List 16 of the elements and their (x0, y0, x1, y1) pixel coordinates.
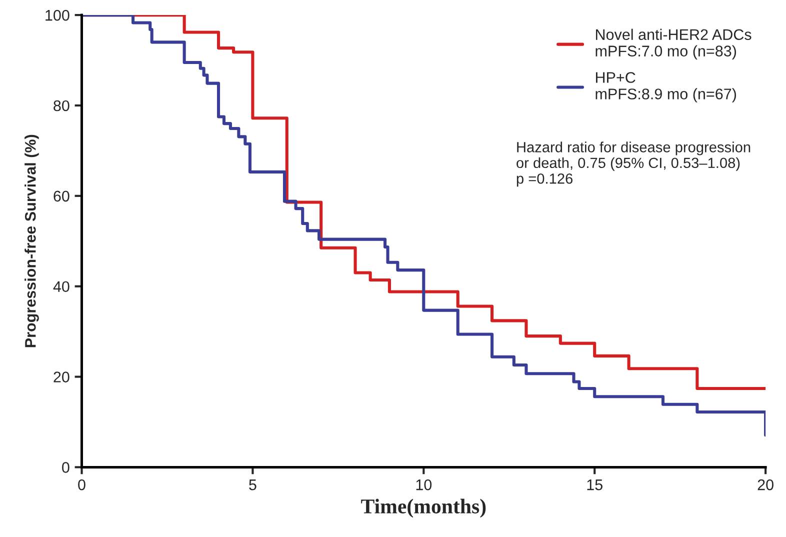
x-tick-label: 10 (416, 479, 432, 490)
y-tick-label: 20 (54, 372, 70, 382)
x-axis-title: Time(months) (361, 498, 486, 518)
y-tick-label: 100 (46, 10, 70, 21)
x-tick-label: 20 (758, 479, 774, 490)
y-tick-label: 0 (62, 462, 70, 473)
annotation: Hazard ratio for disease progression or death, 0.75 (95% CI, 0.53–1.08) p =0.126 (516, 142, 750, 187)
x-tick-label: 5 (249, 480, 256, 490)
y-tick-label: 80 (54, 100, 70, 112)
y-axis-title: Progression-free Survival (%) (24, 134, 39, 348)
x-tick-label: 15 (587, 480, 602, 490)
y-tick-label: 60 (54, 190, 70, 202)
y-tick-label: 40 (53, 281, 70, 292)
legend-label: Novel anti-HER2 ADCs mPFS:7.0 mo (n=83) (596, 28, 752, 60)
x-tick-label: 0 (78, 479, 86, 490)
legend-label: HP+C mPFS:8.9 mo (n=67) (596, 72, 736, 102)
